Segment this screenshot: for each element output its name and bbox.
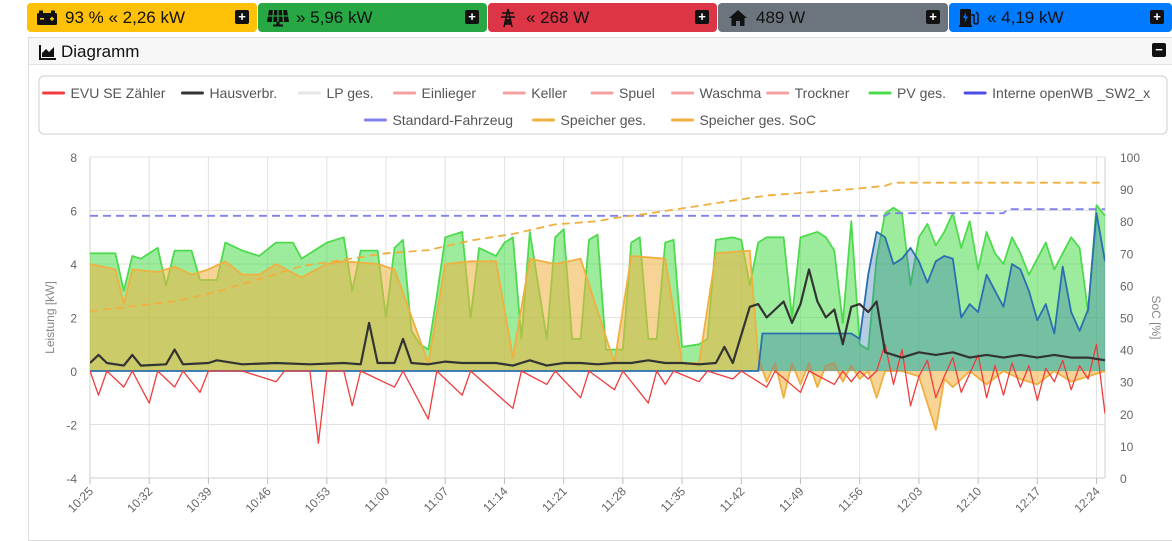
y-left-tick-label: 2 bbox=[70, 312, 77, 326]
y-left-tick-label: 6 bbox=[70, 205, 77, 219]
pv-status-tile[interactable]: » 5,96 kW + bbox=[258, 3, 487, 32]
x-tick-label: 12:03 bbox=[894, 484, 925, 515]
legend-label: PV ges. bbox=[897, 85, 946, 101]
x-tick-label: 10:46 bbox=[243, 484, 274, 515]
series-line-hausverbr bbox=[90, 268, 1105, 367]
grid-status-tile[interactable]: « 268 W + bbox=[488, 3, 717, 32]
y-right-tick-label: 20 bbox=[1120, 408, 1134, 422]
y-right-tick-label: 70 bbox=[1120, 247, 1134, 261]
y-right-tick-label: 40 bbox=[1120, 344, 1134, 358]
grid-status-value: « 268 W bbox=[526, 7, 590, 27]
legend-label: Interne openWB _SW2_x bbox=[992, 85, 1150, 101]
chart-card-header[interactable]: Diagramm − bbox=[29, 38, 1172, 65]
house-status-value: 489 W bbox=[756, 7, 806, 27]
series-area-speicher-ges bbox=[90, 250, 1105, 430]
legend-label: Speicher ges. bbox=[561, 112, 647, 128]
house-status-tile[interactable]: 489 W + bbox=[718, 3, 948, 32]
y-right-tick-label: 100 bbox=[1120, 151, 1140, 165]
house-icon bbox=[726, 7, 750, 29]
battery-status-value: 93 % « 2,26 kW bbox=[65, 7, 186, 27]
plot-area bbox=[90, 181, 1105, 444]
chart-card: Diagramm − bbox=[28, 37, 1172, 541]
chart-area-icon bbox=[39, 44, 57, 60]
y-right-tick-label: 0 bbox=[1120, 472, 1127, 486]
y-right-tick-label: 50 bbox=[1120, 312, 1134, 326]
x-tick-label: 11:00 bbox=[362, 484, 393, 515]
expand-battery-button[interactable]: + bbox=[235, 10, 249, 24]
x-tick-label: 11:14 bbox=[480, 484, 511, 515]
x-tick-label: 11:07 bbox=[421, 484, 452, 515]
y-left-tick-label: 4 bbox=[70, 258, 77, 272]
battery-status-tile[interactable]: 93 % « 2,26 kW + bbox=[27, 3, 257, 32]
legend-label: LP ges. bbox=[326, 85, 373, 101]
chart-card-title: Diagramm bbox=[61, 42, 140, 61]
legend-box bbox=[38, 75, 1168, 135]
x-tick-label: 11:49 bbox=[776, 484, 807, 515]
legend-label: Hausverbr. bbox=[209, 85, 277, 101]
x-tick-label: 10:32 bbox=[124, 484, 155, 515]
x-tick-label: 10:25 bbox=[65, 484, 96, 515]
battery-icon bbox=[35, 7, 59, 29]
y-right-tick-label: 90 bbox=[1120, 183, 1134, 197]
y-right-axis-title: SoC [%] bbox=[1149, 295, 1163, 339]
expand-house-button[interactable]: + bbox=[926, 10, 940, 24]
series-line-interne-openwb-sw2-x bbox=[90, 212, 1105, 372]
y-right-tick-label: 80 bbox=[1120, 215, 1134, 229]
y-left-tick-label: 0 bbox=[70, 365, 77, 379]
expand-charging-button[interactable]: + bbox=[1150, 10, 1164, 24]
y-right-tick-label: 30 bbox=[1120, 376, 1134, 390]
pv-status-value: » 5,96 kW bbox=[296, 7, 373, 27]
y-left-tick-label: 8 bbox=[70, 151, 77, 165]
legend-label: Keller bbox=[531, 85, 567, 101]
x-tick-label: 11:35 bbox=[658, 484, 689, 515]
legend-label: EVU SE Zähler bbox=[71, 85, 166, 101]
y-left-tick-label: -4 bbox=[66, 472, 77, 486]
series-line-evu-se-z-hler bbox=[90, 343, 1105, 444]
x-tick-label: 12:17 bbox=[1012, 484, 1043, 515]
x-tick-label: 11:21 bbox=[539, 484, 570, 515]
series-area-interne-openwb-sw2-x bbox=[90, 213, 1105, 371]
legend-label: Standard-Fahrzeug bbox=[392, 112, 513, 128]
collapse-chart-button[interactable]: − bbox=[1152, 43, 1166, 57]
x-tick-label: 11:28 bbox=[598, 484, 629, 515]
power-pylon-icon bbox=[496, 7, 520, 29]
solar-panel-icon bbox=[266, 7, 290, 29]
expand-grid-button[interactable]: + bbox=[695, 10, 709, 24]
legend-label: Spuel bbox=[619, 85, 655, 101]
y-right-tick-label: 60 bbox=[1120, 279, 1134, 293]
charging-status-value: « 4,19 kW bbox=[987, 7, 1064, 27]
charging-status-tile[interactable]: « 4,19 kW + bbox=[949, 3, 1172, 32]
y-left-tick-label: -2 bbox=[66, 419, 77, 433]
expand-pv-button[interactable]: + bbox=[465, 10, 479, 24]
y-left-axis-title: Leistung [kW] bbox=[43, 281, 57, 354]
charging-station-icon bbox=[957, 7, 981, 29]
x-tick-label: 10:53 bbox=[302, 484, 333, 515]
x-tick-label: 11:56 bbox=[835, 484, 866, 515]
y-right-tick-label: 10 bbox=[1120, 440, 1134, 454]
legend-label: Waschma bbox=[700, 85, 762, 101]
x-tick-label: 12:10 bbox=[953, 484, 984, 515]
x-tick-label: 11:42 bbox=[717, 484, 748, 515]
x-tick-label: 12:24 bbox=[1072, 484, 1103, 515]
x-tick-label: 10:39 bbox=[183, 484, 214, 515]
status-bar: 93 % « 2,26 kW + » 5,96 kW + « 268 W + 4… bbox=[0, 0, 1172, 34]
series-line-standard-fahrzeug bbox=[90, 208, 1105, 217]
legend-label: Trockner bbox=[795, 85, 850, 101]
legend-label: Einlieger bbox=[422, 85, 477, 101]
series-line-speicher-ges-soc bbox=[90, 181, 1105, 312]
series-line-speicher-ges bbox=[90, 249, 1105, 431]
legend-label: Speicher ges. SoC bbox=[699, 112, 816, 128]
